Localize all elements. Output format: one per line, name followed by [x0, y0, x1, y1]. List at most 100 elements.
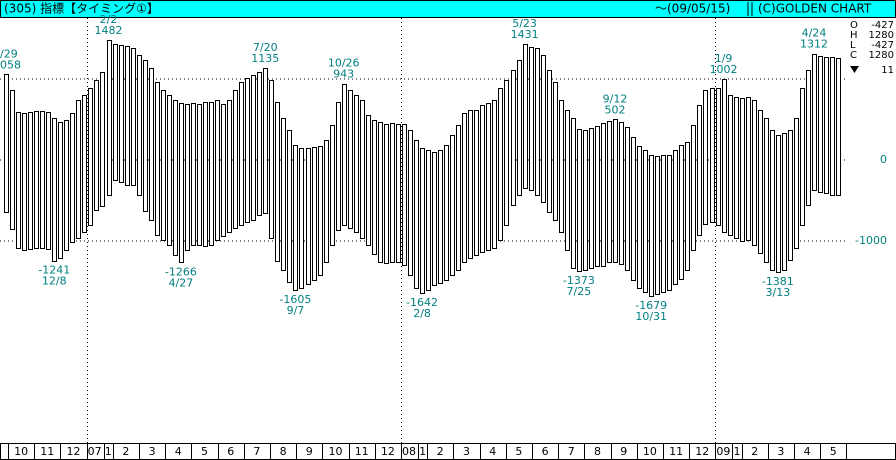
bar — [788, 130, 793, 261]
bar — [408, 130, 413, 276]
x-tick-label: 12 — [381, 445, 395, 458]
bar — [474, 110, 479, 256]
bar — [710, 88, 715, 223]
bar — [613, 119, 618, 263]
bar — [227, 100, 232, 233]
bar — [667, 155, 672, 291]
bar — [306, 148, 311, 285]
bar — [131, 48, 136, 186]
bar — [372, 120, 377, 255]
bar — [450, 135, 455, 276]
x-tick-label: 7 — [568, 445, 575, 458]
bar — [402, 124, 407, 266]
bar — [619, 122, 624, 265]
bar — [740, 98, 745, 242]
y-tick-label: 0 — [880, 153, 887, 166]
x-tick-label: 2 — [437, 445, 444, 458]
x-tick-label: 11 — [669, 445, 683, 458]
bar — [541, 55, 546, 203]
bar — [155, 82, 160, 236]
bar — [770, 130, 775, 271]
y-tick-label: -1000 — [855, 234, 887, 247]
annotation-date: 10/26 — [328, 57, 360, 70]
x-tick-label: 7 — [253, 445, 260, 458]
bar — [758, 110, 763, 254]
bar — [673, 150, 678, 285]
x-tick-label: 5 — [830, 445, 837, 458]
annotation-value: -1266 — [165, 266, 197, 279]
annotation-value: 1135 — [251, 52, 279, 65]
x-tick-label: 10 — [329, 445, 343, 458]
x-year-label: 08 — [402, 445, 416, 458]
bar — [697, 105, 702, 236]
bar — [330, 125, 335, 246]
bar — [384, 124, 389, 264]
bar — [794, 118, 799, 249]
annotation-date: 3/13 — [765, 286, 790, 299]
annotation-date: 1/9 — [715, 52, 733, 65]
bar — [4, 74, 9, 213]
x-tick-label: 3 — [149, 445, 156, 458]
bar — [456, 125, 461, 271]
bar — [209, 102, 214, 246]
x-tick-label: 1 — [105, 445, 112, 458]
bar — [637, 146, 642, 289]
x-tick-label: 4 — [175, 445, 182, 458]
bar — [161, 90, 166, 241]
bar — [107, 40, 112, 196]
bar — [565, 110, 570, 251]
annotation-date: 9/12 — [603, 92, 628, 105]
bar — [281, 118, 286, 271]
annotation-value: -1241 — [38, 264, 70, 277]
bar — [354, 95, 359, 233]
bar — [275, 102, 280, 262]
bar — [167, 95, 172, 246]
x-tick-label: 5 — [515, 445, 522, 458]
info-value: -427 — [871, 20, 894, 31]
x-tick-label: 10 — [643, 445, 657, 458]
bar — [221, 104, 226, 237]
bar — [438, 150, 443, 284]
annotation-date: 7/25 — [566, 285, 591, 298]
x-tick-label: 9 — [306, 445, 313, 458]
x-tick-label: 11 — [355, 445, 369, 458]
annotation-value: 502 — [605, 103, 626, 116]
info-value: 1280 — [869, 30, 894, 41]
annotation-date: 7/20 — [253, 41, 278, 54]
annotation-date: 4/27 — [169, 277, 194, 290]
annotation-date: /29 — [0, 47, 18, 60]
bar — [396, 124, 401, 263]
annotation-date: 2/2 — [100, 13, 118, 26]
bar — [185, 104, 190, 251]
x-tick-label: 2 — [122, 445, 129, 458]
bar — [360, 100, 365, 239]
x-tick-label: 5 — [201, 445, 208, 458]
bar — [390, 123, 395, 263]
x-tick-label: 3 — [463, 445, 470, 458]
x-tick-label: 4 — [489, 445, 496, 458]
info-label: L — [850, 40, 856, 51]
bar — [462, 113, 467, 263]
bar — [716, 88, 721, 226]
bar — [293, 145, 298, 291]
annotation-date: 12/8 — [42, 275, 67, 288]
bar — [414, 140, 419, 289]
bar — [245, 78, 250, 223]
bar — [197, 104, 202, 246]
bar — [595, 126, 600, 267]
bar — [571, 118, 576, 269]
x-tick-label: 3 — [777, 445, 784, 458]
bar — [649, 155, 654, 297]
bar — [468, 110, 473, 259]
bar — [836, 58, 841, 196]
bar — [752, 100, 757, 246]
bar — [100, 72, 105, 207]
bar — [679, 145, 684, 280]
bar — [173, 100, 178, 256]
bar — [812, 54, 817, 191]
bar — [269, 80, 274, 239]
bar — [426, 150, 431, 291]
bar — [251, 75, 256, 221]
chart-title: (305) 指標【タイミング①】 — [4, 1, 159, 16]
